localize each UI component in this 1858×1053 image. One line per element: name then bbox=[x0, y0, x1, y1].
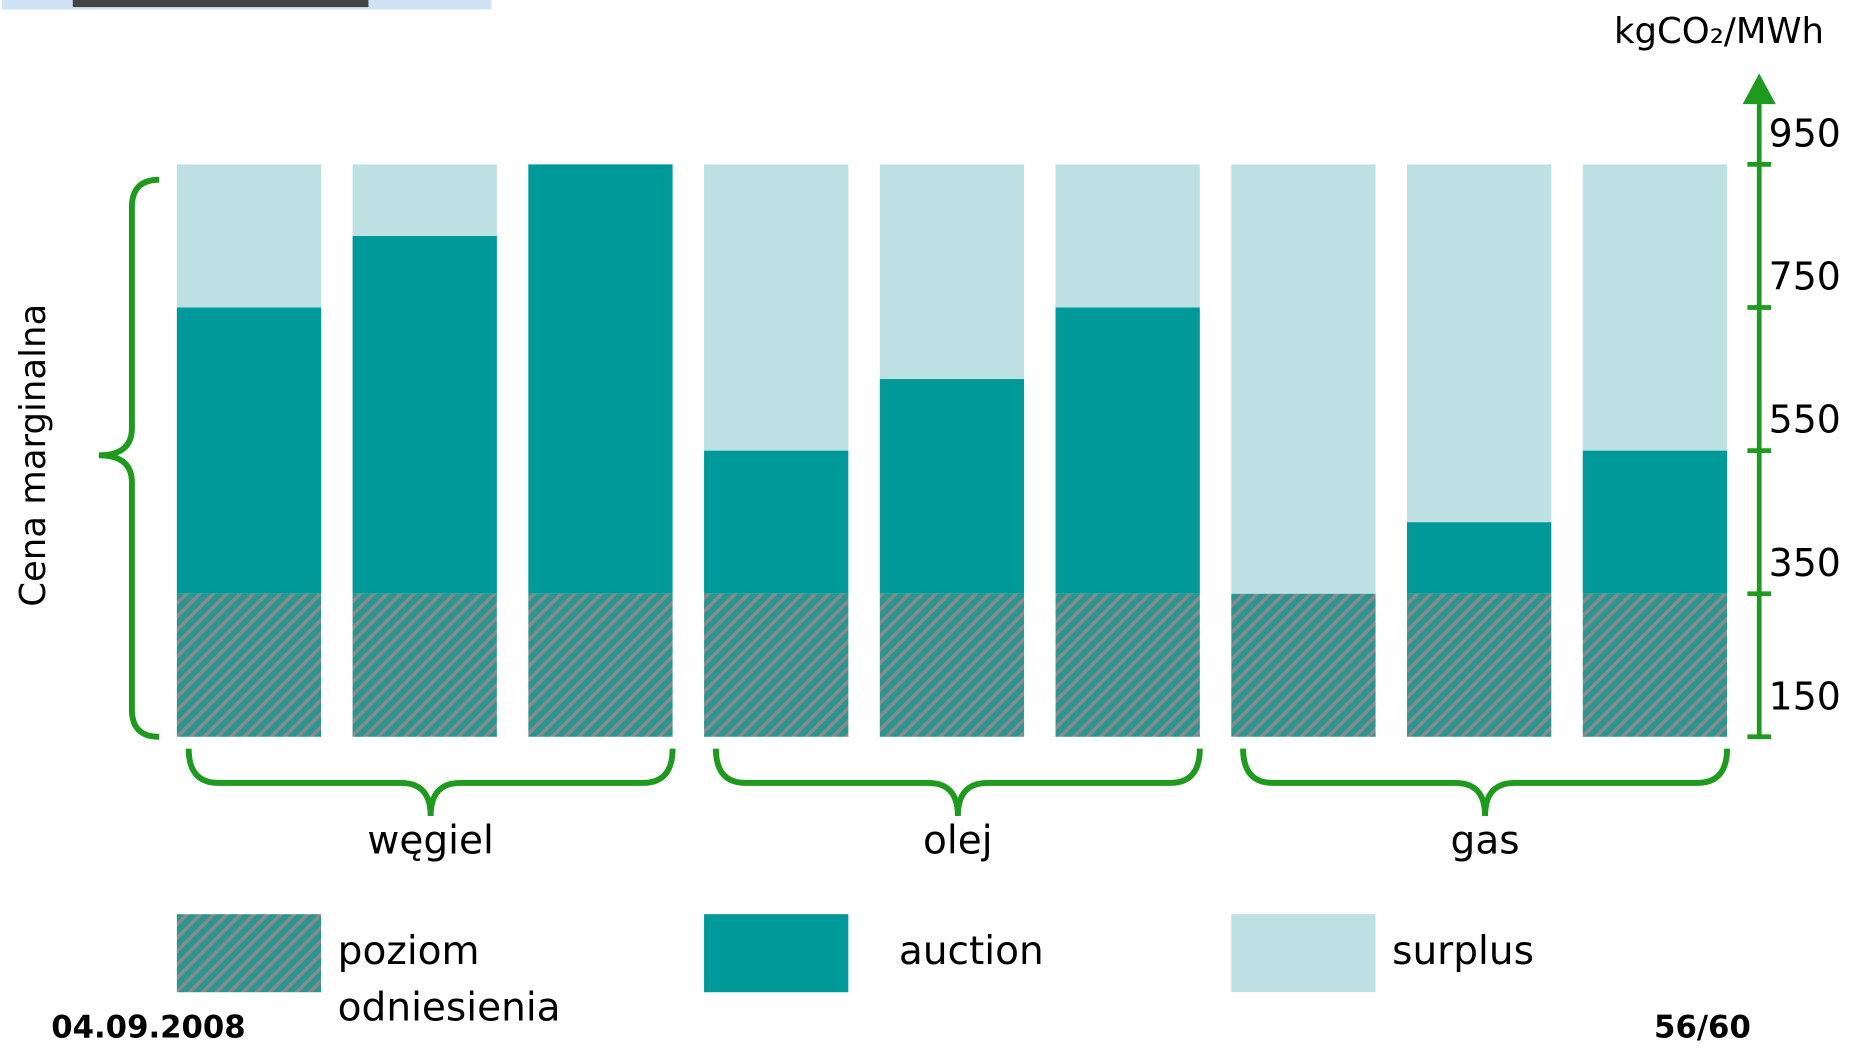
legend-label: poziom odniesienia bbox=[337, 927, 561, 1031]
bar-segment bbox=[1407, 593, 1552, 737]
bar-segment bbox=[352, 235, 497, 594]
bar-segment bbox=[352, 164, 497, 236]
axis-arrow bbox=[1742, 73, 1776, 105]
bar-segment bbox=[1582, 450, 1728, 594]
bar-segment bbox=[704, 593, 849, 737]
bar-segment bbox=[1231, 164, 1376, 594]
bar-segment bbox=[1582, 593, 1728, 737]
bar-segment bbox=[176, 164, 322, 308]
bar-segment bbox=[879, 593, 1025, 737]
bar-segment bbox=[528, 164, 673, 594]
group-label: olej bbox=[923, 819, 993, 864]
bar-segment bbox=[1582, 164, 1728, 451]
group-label: gas bbox=[1451, 819, 1520, 864]
y-tick-label: 350 bbox=[1769, 541, 1841, 585]
group-brace bbox=[185, 748, 676, 817]
unit-label: kgCO₂/MWh bbox=[1614, 11, 1824, 52]
legend-swatch bbox=[704, 914, 849, 993]
legend-box: poziom odniesienia bbox=[337, 927, 561, 1031]
bar-segment bbox=[1407, 522, 1552, 594]
bar-segment bbox=[704, 450, 849, 594]
bar-segment bbox=[879, 164, 1025, 380]
bar-segment bbox=[176, 307, 322, 594]
y-axis-label: Cena marginalna bbox=[13, 304, 54, 607]
photo-edge-dark bbox=[72, 0, 369, 8]
legend-label: surplus bbox=[1392, 927, 1534, 974]
bar-segment bbox=[1055, 307, 1200, 594]
bar-segment bbox=[1055, 164, 1200, 308]
bar-segment bbox=[1231, 593, 1376, 737]
legend-swatch bbox=[176, 914, 322, 993]
legend-swatch bbox=[1231, 914, 1376, 993]
y-tick-label: 950 bbox=[1769, 112, 1841, 156]
bar-segment bbox=[352, 593, 497, 737]
bar-segment bbox=[528, 593, 673, 737]
group-brace bbox=[712, 748, 1203, 817]
legend-box: auction bbox=[898, 927, 1044, 974]
legend-label: auction bbox=[898, 927, 1044, 974]
bar-segment bbox=[704, 164, 849, 451]
bar-segment bbox=[176, 593, 322, 737]
y-tick-label: 150 bbox=[1769, 674, 1841, 718]
bar-segment bbox=[879, 379, 1025, 594]
bar-segment bbox=[1055, 593, 1200, 737]
left-brace bbox=[98, 176, 160, 740]
legend-box: surplus bbox=[1392, 927, 1534, 974]
y-tick-label: 750 bbox=[1769, 255, 1841, 299]
group-brace bbox=[1240, 748, 1731, 817]
date: 04.09.2008 bbox=[51, 1009, 245, 1045]
group-label: węgiel bbox=[367, 819, 493, 864]
bar-segment bbox=[1407, 164, 1552, 523]
y-tick-label: 550 bbox=[1769, 398, 1841, 442]
page-number: 56/60 bbox=[1654, 1009, 1751, 1045]
